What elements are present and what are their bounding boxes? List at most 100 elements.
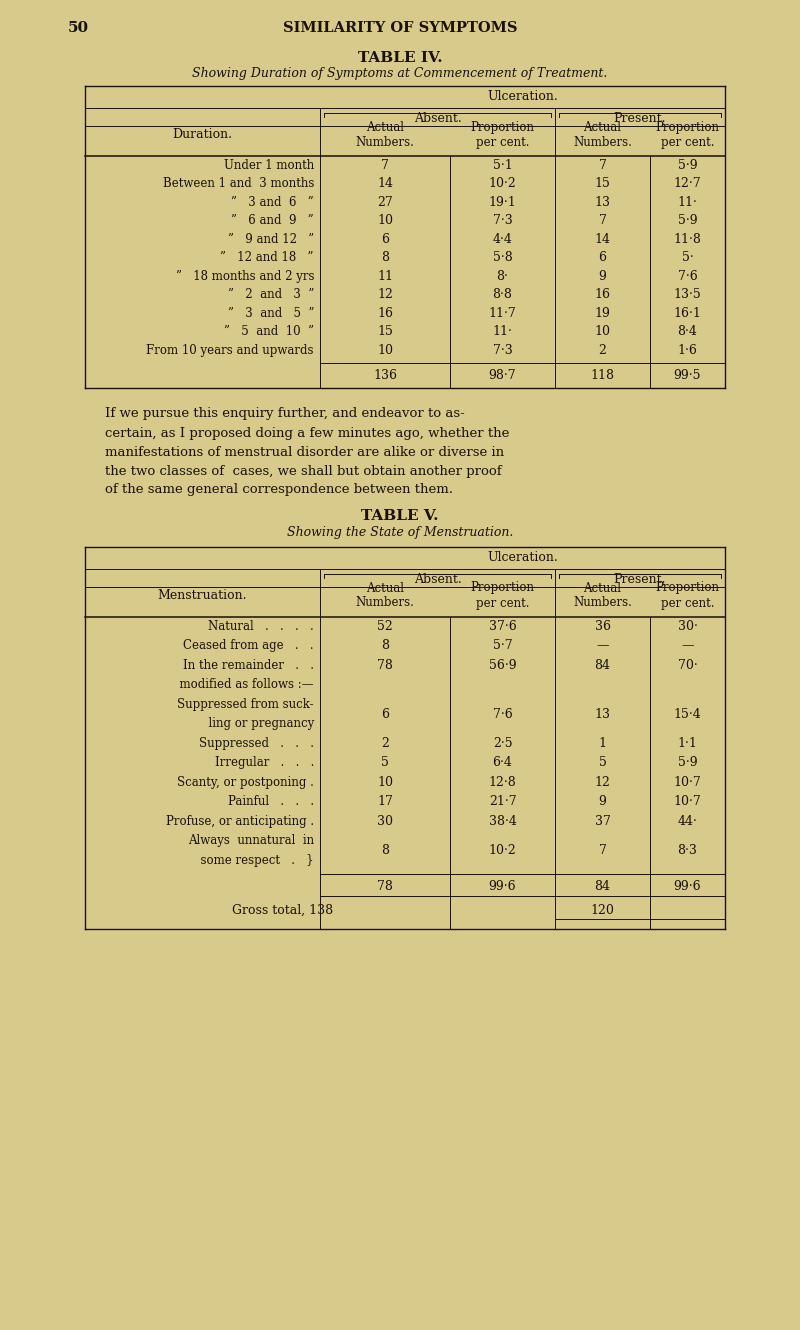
Text: 6: 6	[381, 233, 389, 246]
Text: 10: 10	[377, 343, 393, 356]
Text: TABLE V.: TABLE V.	[362, 509, 438, 524]
Text: 17: 17	[377, 795, 393, 809]
Text: 118: 118	[590, 368, 614, 382]
Text: Natural   .   .   .   .: Natural . . . .	[208, 620, 314, 633]
Text: Ulceration.: Ulceration.	[487, 551, 558, 564]
Text: 5·9: 5·9	[678, 158, 698, 172]
Text: Actual
Numbers.: Actual Numbers.	[573, 581, 632, 609]
Text: 136: 136	[373, 368, 397, 382]
Text: Ceased from age   .   .: Ceased from age . .	[183, 640, 314, 652]
Text: 37·6: 37·6	[489, 620, 516, 633]
Text: 7: 7	[381, 158, 389, 172]
Text: modified as follows :—: modified as follows :—	[173, 678, 314, 692]
Text: 98·7: 98·7	[489, 368, 516, 382]
Text: Suppressed from suck-: Suppressed from suck-	[178, 698, 314, 710]
Text: 1: 1	[598, 737, 606, 750]
Text: 5: 5	[381, 757, 389, 769]
Text: ling or pregnancy: ling or pregnancy	[201, 717, 314, 730]
Text: 99·6: 99·6	[674, 880, 702, 894]
Text: ”   2  and   3  ”: ” 2 and 3 ”	[228, 289, 314, 302]
Text: Actual
Numbers.: Actual Numbers.	[573, 121, 632, 149]
Text: 10: 10	[377, 775, 393, 789]
Text: 7·6: 7·6	[678, 270, 698, 283]
Text: 10: 10	[594, 326, 610, 338]
Text: Between 1 and  3 months: Between 1 and 3 months	[162, 177, 314, 190]
Text: Always  unnatural  in: Always unnatural in	[188, 834, 314, 847]
Text: certain, as I proposed doing a few minutes ago, whether the: certain, as I proposed doing a few minut…	[105, 427, 510, 439]
Text: In the remainder   .   .: In the remainder . .	[183, 658, 314, 672]
Text: 1·1: 1·1	[678, 737, 698, 750]
Text: manifestations of menstrual disorder are alike or diverse in: manifestations of menstrual disorder are…	[105, 446, 504, 459]
Text: 15: 15	[377, 326, 393, 338]
Text: 15: 15	[594, 177, 610, 190]
Text: Gross total, 138: Gross total, 138	[232, 903, 333, 916]
Text: 19·1: 19·1	[489, 196, 516, 209]
Text: Showing Duration of Symptoms at Commencement of Treatment.: Showing Duration of Symptoms at Commence…	[192, 68, 608, 81]
Text: 2·5: 2·5	[493, 737, 512, 750]
Text: 11·7: 11·7	[489, 307, 516, 319]
Text: 99·6: 99·6	[489, 880, 516, 894]
Text: 12·8: 12·8	[489, 775, 516, 789]
Text: 7: 7	[598, 158, 606, 172]
Text: 56·9: 56·9	[489, 658, 516, 672]
Text: 36: 36	[594, 620, 610, 633]
Text: 8·4: 8·4	[678, 326, 698, 338]
Text: ”   18 months and 2 yrs: ” 18 months and 2 yrs	[175, 270, 314, 283]
Text: 4·4: 4·4	[493, 233, 513, 246]
Text: of the same general correspondence between them.: of the same general correspondence betwe…	[105, 484, 453, 496]
Text: Proportion
per cent.: Proportion per cent.	[655, 581, 719, 609]
Text: 7·3: 7·3	[493, 214, 512, 227]
Text: 70·: 70·	[678, 658, 698, 672]
Text: 5·: 5·	[682, 251, 694, 265]
Text: 78: 78	[377, 880, 393, 894]
Text: From 10 years and upwards: From 10 years and upwards	[146, 343, 314, 356]
Text: ”   6 and  9   ”: ” 6 and 9 ”	[231, 214, 314, 227]
Text: Irregular   .   .   .: Irregular . . .	[214, 757, 314, 769]
Text: 8·3: 8·3	[678, 845, 698, 857]
Text: 2: 2	[598, 343, 606, 356]
Text: If we pursue this enquiry further, and endeavor to as-: If we pursue this enquiry further, and e…	[105, 407, 465, 420]
Text: 5·1: 5·1	[493, 158, 512, 172]
Text: Absent.: Absent.	[414, 573, 462, 587]
Text: 7: 7	[598, 214, 606, 227]
Text: 5: 5	[598, 757, 606, 769]
Text: the two classes of  cases, we shall but obtain another proof: the two classes of cases, we shall but o…	[105, 464, 502, 477]
Text: 84: 84	[594, 658, 610, 672]
Text: 1·6: 1·6	[678, 343, 698, 356]
Text: Scanty, or postponing .: Scanty, or postponing .	[177, 775, 314, 789]
Text: 16·1: 16·1	[674, 307, 702, 319]
Text: 5·9: 5·9	[678, 214, 698, 227]
Text: Painful   .   .   .: Painful . . .	[228, 795, 314, 809]
Text: 50: 50	[68, 21, 89, 35]
Text: 5·7: 5·7	[493, 640, 512, 652]
Text: Menstruation.: Menstruation.	[158, 589, 247, 602]
Text: 8·: 8·	[497, 270, 509, 283]
Text: 5·8: 5·8	[493, 251, 512, 265]
Text: 13: 13	[594, 196, 610, 209]
Text: 11·: 11·	[493, 326, 513, 338]
Text: Actual
Numbers.: Actual Numbers.	[355, 121, 414, 149]
Text: 7·3: 7·3	[493, 343, 512, 356]
Text: 5·9: 5·9	[678, 757, 698, 769]
Text: 14: 14	[377, 177, 393, 190]
Text: 37: 37	[594, 815, 610, 827]
Text: 10·2: 10·2	[489, 177, 516, 190]
Text: 16: 16	[594, 289, 610, 302]
Text: 78: 78	[377, 658, 393, 672]
Text: Absent.: Absent.	[414, 113, 462, 125]
Text: ”   9 and 12   ”: ” 9 and 12 ”	[228, 233, 314, 246]
Text: ”   12 and 18   ”: ” 12 and 18 ”	[221, 251, 314, 265]
Text: 12: 12	[377, 289, 393, 302]
Text: 9: 9	[598, 795, 606, 809]
Text: 27: 27	[377, 196, 393, 209]
Text: 15·4: 15·4	[674, 708, 702, 721]
Text: Under 1 month: Under 1 month	[224, 158, 314, 172]
Text: —: —	[682, 640, 694, 652]
Text: 38·4: 38·4	[489, 815, 517, 827]
Text: SIMILARITY OF SYMPTOMS: SIMILARITY OF SYMPTOMS	[282, 21, 518, 35]
Text: 6·4: 6·4	[493, 757, 513, 769]
Text: 13: 13	[594, 708, 610, 721]
Text: 12·7: 12·7	[674, 177, 702, 190]
Text: 12: 12	[594, 775, 610, 789]
Text: 6: 6	[381, 708, 389, 721]
